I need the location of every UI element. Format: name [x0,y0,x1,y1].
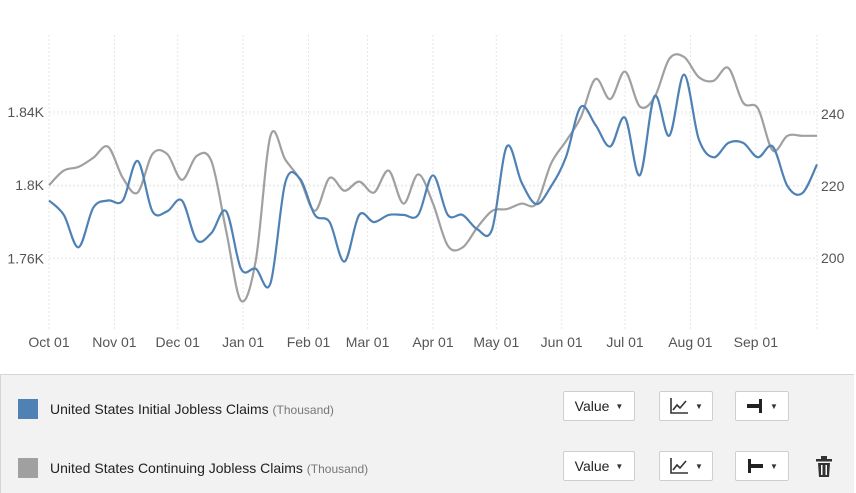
x-tick-label: May 01 [473,334,519,350]
trash-icon[interactable] [814,455,834,479]
y-left-tick-label: 1.84K [7,104,44,120]
axis-left-icon [748,459,764,473]
series-label: United States Continuing Jobless Claims … [50,460,368,476]
y-right-tick-label: 240 [821,106,845,122]
caret-down-icon: ▼ [770,461,778,471]
x-tick-label: Apr 01 [412,334,453,350]
y-right-tick-label: 220 [821,178,845,194]
y-left-tick-label: 1.8K [15,177,44,193]
caret-down-icon: ▼ [695,461,703,471]
series-unit: (Thousand) [272,403,334,417]
chart-type-dropdown[interactable]: ▼ [659,391,713,421]
x-tick-label: Jan 01 [222,334,264,350]
series-unit: (Thousand) [306,462,369,476]
line-chart-icon [670,458,689,474]
y-right-tick-label: 200 [821,250,845,266]
series-line-initial-claims [48,73,818,289]
caret-down-icon: ▼ [770,401,778,411]
axis-side-dropdown[interactable]: ▼ [735,451,789,481]
legend-row-continuing-claims: United States Continuing Jobless Claims … [1,449,855,489]
legend-panel: United States Initial Jobless Claims (Th… [0,374,854,493]
chart-type-dropdown[interactable]: ▼ [659,451,713,481]
x-tick-label: Nov 01 [92,334,137,350]
series-label: United States Initial Jobless Claims (Th… [50,401,334,417]
x-tick-label: Mar 01 [346,334,390,350]
y-left-tick-label: 1.76K [7,251,44,267]
x-tick-label: Jul 01 [606,334,644,350]
legend-row-initial-claims: United States Initial Jobless Claims (Th… [1,389,855,429]
series-color-swatch[interactable] [18,458,38,478]
caret-down-icon: ▼ [615,401,624,411]
line-chart: Oct 01 Nov 01 Dec 01 Jan 01 Feb 01 Mar 01 Apr … [7,35,845,350]
axis-side-dropdown[interactable]: ▼ [735,391,789,421]
axis-right-icon [747,399,763,413]
x-tick-label: Oct 01 [28,334,69,350]
series-line-continuing-claims [48,53,817,303]
value-dropdown[interactable]: Value ▼ [563,391,635,421]
caret-down-icon: ▼ [695,401,703,411]
x-tick-label: Jun 01 [541,334,583,350]
line-chart-icon [670,398,689,414]
value-dropdown[interactable]: Value ▼ [563,451,635,481]
x-tick-label: Feb 01 [287,334,331,350]
value-dropdown-label: Value [574,458,610,474]
x-tick-label: Aug 01 [668,334,713,350]
chart-area: Oct 01 Nov 01 Dec 01 Jan 01 Feb 01 Mar 01 Apr … [7,35,845,350]
value-dropdown-label: Value [574,398,610,414]
x-tick-label: Sep 01 [734,334,779,350]
x-tick-label: Dec 01 [156,334,201,350]
series-name: United States Continuing Jobless Claims [50,460,303,476]
series-name: United States Initial Jobless Claims [50,401,269,417]
caret-down-icon: ▼ [615,461,624,471]
series-color-swatch[interactable] [18,399,38,419]
